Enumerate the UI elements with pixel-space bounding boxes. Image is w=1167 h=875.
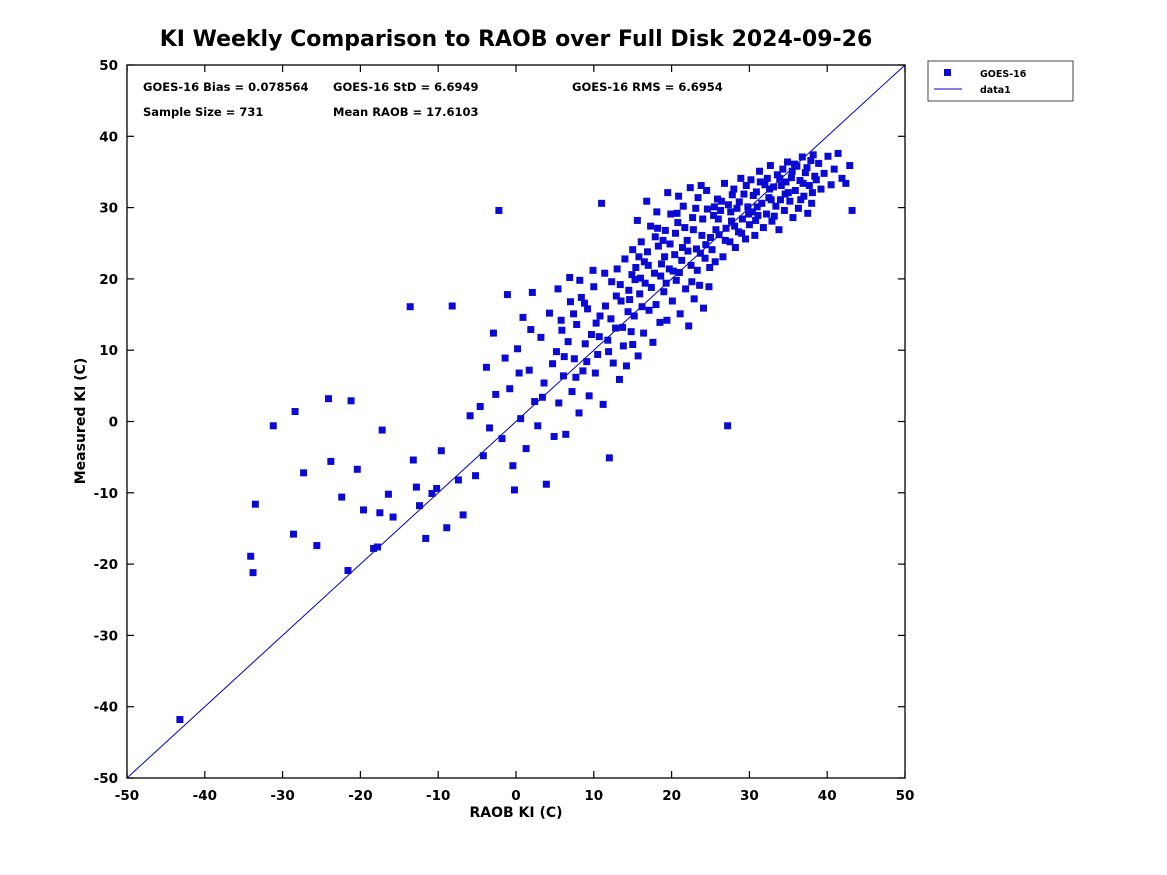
legend-label-goes16: GOES-16 — [980, 69, 1027, 80]
y-tick-label: -30 — [94, 628, 118, 644]
x-tick-label: -40 — [193, 788, 217, 804]
x-axis-ticks: -50 -40 -30 -20 -10 0 10 20 30 40 50 — [115, 65, 915, 804]
scatter-points — [176, 149, 856, 724]
annotation-std: GOES-16 StD = 6.6949 — [333, 80, 478, 94]
x-tick-label: 10 — [584, 788, 603, 804]
annotation-mean-raob: Mean RAOB = 17.6103 — [333, 105, 479, 119]
x-tick-label: 40 — [818, 788, 837, 804]
x-tick-label: 0 — [511, 788, 520, 804]
x-tick-label: 50 — [896, 788, 915, 804]
y-tick-label: 0 — [109, 415, 118, 431]
x-tick-label: 20 — [662, 788, 681, 804]
y-tick-label: -10 — [94, 486, 118, 502]
y-axis-ticks: -50 -40 -30 -20 -10 0 10 20 30 40 50 — [94, 58, 905, 787]
x-tick-label: -30 — [270, 788, 294, 804]
x-tick-label: -20 — [348, 788, 372, 804]
x-tick-label: -50 — [115, 788, 139, 804]
x-axis-label: RAOB KI (C) — [469, 805, 562, 821]
x-tick-label: 30 — [740, 788, 759, 804]
annotation-sample-size: Sample Size = 731 — [143, 105, 263, 119]
y-tick-label: 50 — [99, 58, 118, 74]
legend-label-data1: data1 — [980, 85, 1011, 96]
identity-line — [126, 64, 906, 779]
y-axis-label: Measured KI (C) — [73, 358, 89, 484]
y-tick-label: -50 — [94, 771, 118, 787]
chart-title: KI Weekly Comparison to RAOB over Full D… — [160, 27, 873, 52]
annotation-bias: GOES-16 Bias = 0.078564 — [143, 80, 308, 94]
y-tick-label: -20 — [94, 557, 118, 573]
legend-marker-square-icon — [944, 69, 951, 76]
y-tick-label: 20 — [99, 272, 118, 288]
y-tick-label: 30 — [99, 201, 118, 217]
legend-box — [927, 60, 1074, 102]
y-tick-label: -40 — [94, 700, 118, 716]
y-tick-label: 40 — [99, 129, 118, 145]
y-tick-label: 10 — [99, 343, 118, 359]
legend: GOES-16 data1 — [927, 60, 1074, 102]
annotation-rms: GOES-16 RMS = 6.6954 — [572, 80, 723, 94]
x-tick-label: -10 — [426, 788, 450, 804]
